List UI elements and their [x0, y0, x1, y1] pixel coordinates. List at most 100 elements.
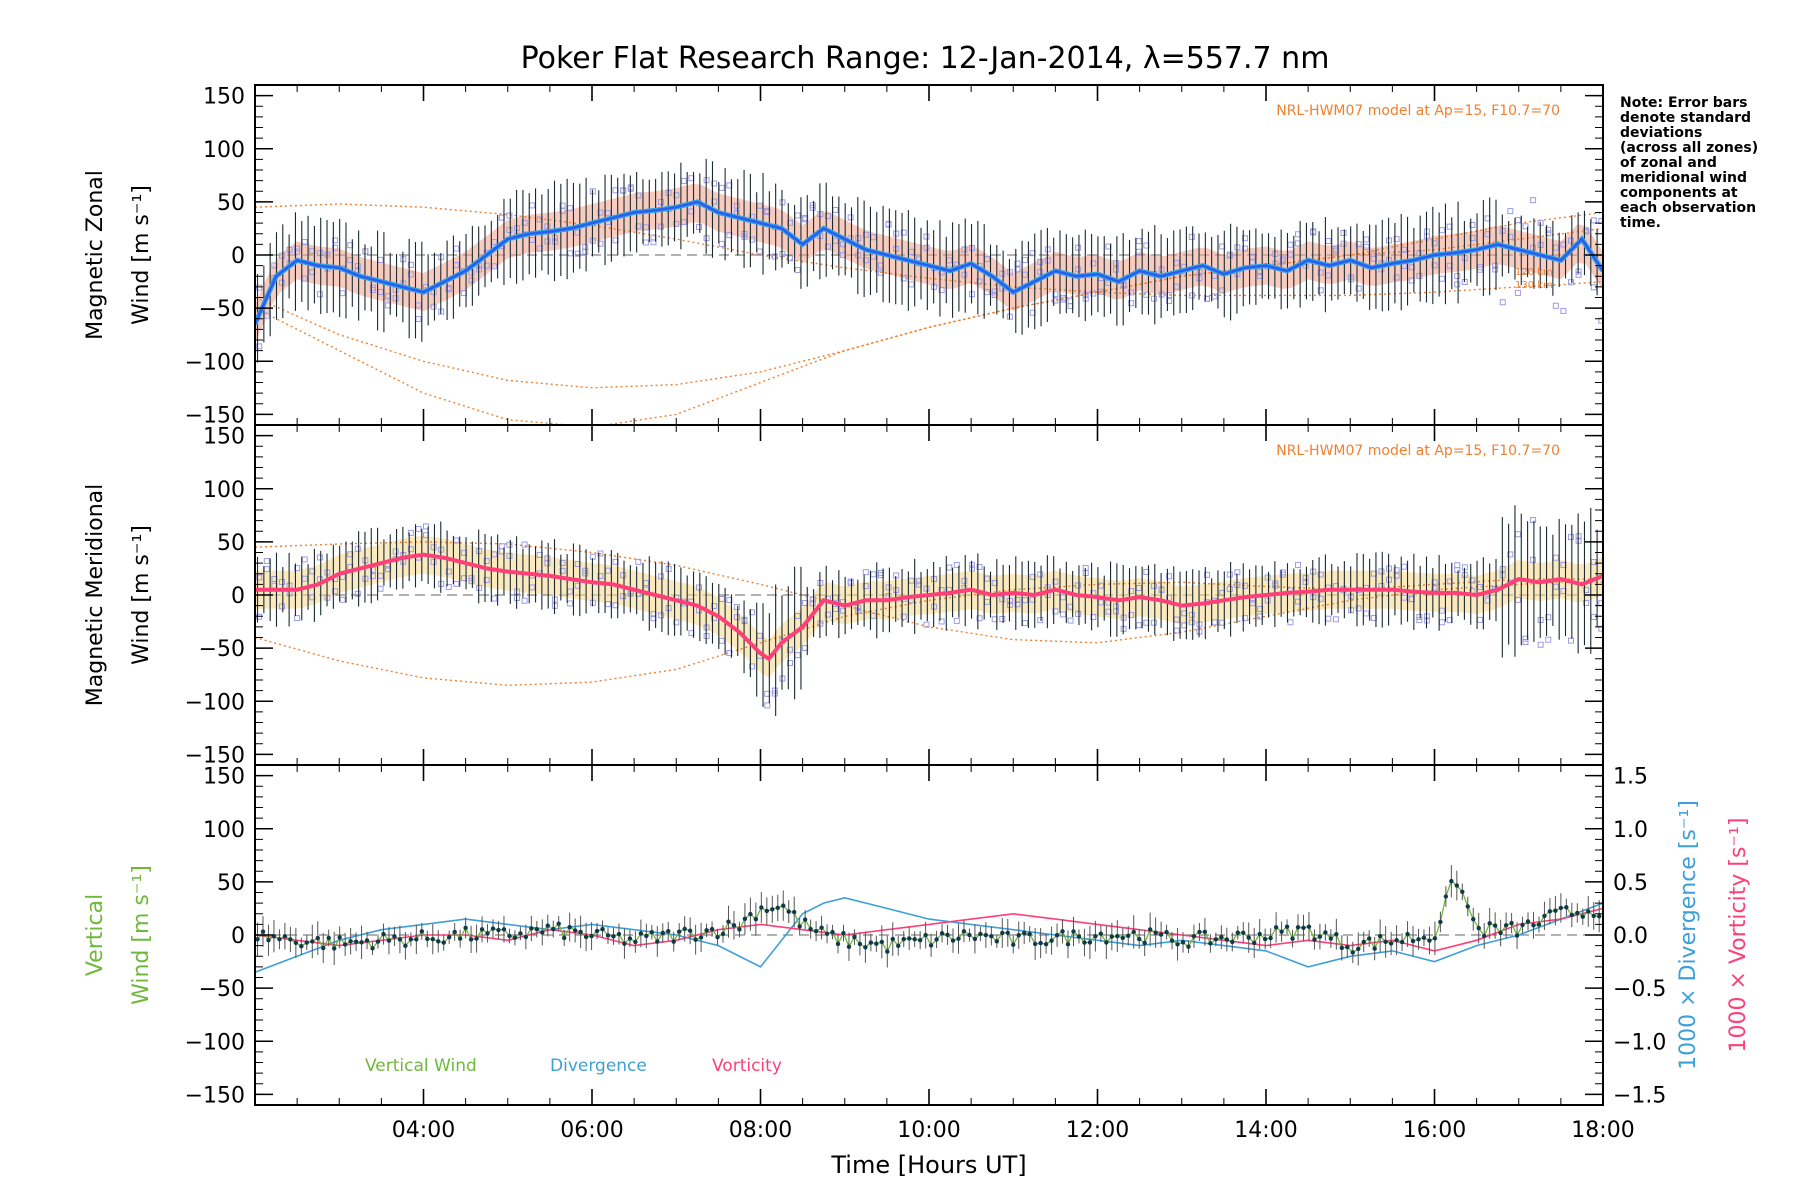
zone-square: [354, 545, 361, 552]
vertical-wind-point: [381, 931, 386, 937]
zone-square: [1499, 299, 1506, 306]
zone-square: [1128, 300, 1135, 307]
y-tick-label: 150: [203, 425, 245, 450]
zone-square: [923, 585, 930, 592]
zone-square: [369, 566, 376, 573]
vertical-wind-point: [901, 936, 906, 942]
zone-square: [1295, 561, 1302, 568]
zone-square: [1507, 233, 1514, 240]
y-tick-label: 0: [231, 924, 245, 949]
vertical-wind-point: [1416, 937, 1421, 942]
vertical-wind-point: [1000, 930, 1005, 936]
vertical-wind-point: [1503, 923, 1509, 928]
zone-square: [1363, 236, 1370, 243]
zone-square: [1401, 563, 1408, 570]
vertical-wind-point: [1230, 939, 1235, 945]
vertical-wind-panel: 1.5 1.0 0.5 0.0 −0.5 −1.0 −1.5 Vertical Wind Div…: [83, 764, 1751, 1179]
vertical-wind-point: [1093, 933, 1098, 939]
vertical-wind-point: [282, 933, 288, 939]
zone-square: [597, 550, 604, 557]
vertical-wind-point: [1432, 936, 1438, 941]
zone-square: [1598, 625, 1603, 632]
zone-square: [1037, 269, 1044, 276]
vertical-wind-point: [1076, 934, 1082, 939]
mean-line: [255, 200, 1603, 325]
y-tick-label: 150: [203, 85, 245, 110]
zone-square: [832, 207, 839, 214]
zone-square: [1302, 579, 1309, 586]
zone-square: [733, 202, 740, 209]
vertical-wind-point: [1022, 930, 1027, 936]
chart-title: Poker Flat Research Range: 12-Jan-2014, …: [521, 41, 1330, 76]
zone-square: [695, 224, 702, 231]
zone-square: [1150, 582, 1157, 589]
note-line: Note: Error bars: [1620, 95, 1748, 111]
zone-square: [332, 588, 339, 595]
zone-square: [961, 577, 968, 584]
vertical-wind-point: [726, 919, 731, 924]
vertical-wind-point: [353, 939, 359, 944]
vertical-wind-point: [879, 939, 885, 945]
vertical-wind-point: [1345, 944, 1350, 950]
vertical-wind-point: [1564, 905, 1569, 910]
vertical-wind-point: [1492, 923, 1498, 928]
zone-square: [999, 270, 1006, 277]
vertical-wind-point: [874, 941, 879, 946]
note-line: each observation: [1620, 200, 1757, 216]
zone-square: [332, 244, 339, 251]
vertical-wind-point: [1575, 910, 1580, 916]
zone-square: [756, 248, 763, 255]
vertical-wind-point: [638, 931, 644, 936]
vertical-wind-point: [474, 936, 479, 941]
vertical-wind-point: [1558, 905, 1564, 911]
vertical-wind-point: [561, 935, 567, 941]
vertical-wind-point: [1427, 938, 1432, 943]
vertical-wind-point: [1542, 913, 1547, 919]
zone-square: [1113, 266, 1120, 273]
zone-square: [1188, 619, 1195, 626]
vertical-wind-point: [792, 909, 797, 915]
vertical-wind-point: [1027, 931, 1032, 937]
zone-square: [1014, 596, 1021, 603]
vertical-wind-point: [518, 931, 523, 936]
zone-square: [1567, 637, 1574, 644]
zone-square: [1052, 291, 1059, 298]
vertical-wind-point: [266, 937, 271, 943]
zone-square: [673, 192, 680, 199]
vertical-wind-point: [501, 927, 507, 932]
vertical-wind-point: [386, 938, 392, 943]
vertical-wind-point: [540, 930, 545, 935]
vertical-wind-point: [1279, 929, 1284, 934]
vertical-wind-point: [1147, 927, 1153, 932]
zone-square: [635, 558, 642, 565]
vertical-wind-point: [397, 937, 403, 942]
zone-square: [294, 248, 301, 255]
vertical-wind-point: [896, 943, 901, 949]
vertical-wind-point: [1525, 919, 1531, 924]
vertical-wind-point: [1372, 946, 1377, 951]
zone-square: [938, 287, 945, 294]
zone-square: [559, 202, 566, 209]
vertical-wind-point: [364, 938, 370, 943]
zone-square: [1514, 217, 1521, 224]
vertical-wind-point: [479, 927, 485, 932]
zone-square: [1075, 244, 1082, 251]
vertical-wind-point: [1065, 942, 1071, 947]
vertical-wind-point: [1120, 935, 1125, 941]
y-tick-label: −50: [199, 637, 245, 662]
vertical-wind-point: [1109, 934, 1115, 939]
x-tick-label: 04:00: [392, 1118, 455, 1143]
vertical-wind-point: [1586, 909, 1591, 914]
x-tick-label: 14:00: [1234, 1118, 1297, 1143]
y-tick-label: −100: [185, 350, 245, 375]
vertical-wind-point: [983, 932, 989, 938]
vertical-wind-point: [1460, 889, 1465, 895]
y-axis-label-line1: Vertical: [83, 894, 108, 976]
zone-square: [794, 212, 801, 219]
vertical-wind-point: [1241, 930, 1246, 936]
zone-square: [1317, 595, 1324, 602]
vertical-wind-point: [666, 929, 671, 934]
zone-square: [1325, 615, 1332, 622]
vertical-wind-point: [616, 931, 622, 937]
zone-square: [1052, 578, 1059, 585]
